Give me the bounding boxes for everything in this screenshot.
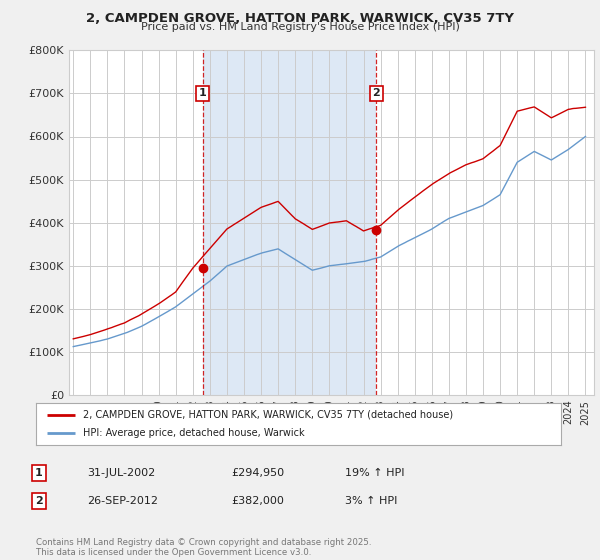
Text: 2, CAMPDEN GROVE, HATTON PARK, WARWICK, CV35 7TY: 2, CAMPDEN GROVE, HATTON PARK, WARWICK, … bbox=[86, 12, 514, 25]
Text: HPI: Average price, detached house, Warwick: HPI: Average price, detached house, Warw… bbox=[83, 428, 305, 438]
Text: 31-JUL-2002: 31-JUL-2002 bbox=[87, 468, 155, 478]
Text: 1: 1 bbox=[199, 88, 206, 99]
Text: 2: 2 bbox=[373, 88, 380, 99]
Text: Price paid vs. HM Land Registry's House Price Index (HPI): Price paid vs. HM Land Registry's House … bbox=[140, 22, 460, 32]
Text: 2, CAMPDEN GROVE, HATTON PARK, WARWICK, CV35 7TY (detached house): 2, CAMPDEN GROVE, HATTON PARK, WARWICK, … bbox=[83, 410, 454, 420]
Text: £382,000: £382,000 bbox=[231, 496, 284, 506]
Text: 3% ↑ HPI: 3% ↑ HPI bbox=[345, 496, 397, 506]
Text: 19% ↑ HPI: 19% ↑ HPI bbox=[345, 468, 404, 478]
Text: £294,950: £294,950 bbox=[231, 468, 284, 478]
Text: 1: 1 bbox=[35, 468, 43, 478]
Text: 2: 2 bbox=[35, 496, 43, 506]
Text: Contains HM Land Registry data © Crown copyright and database right 2025.
This d: Contains HM Land Registry data © Crown c… bbox=[36, 538, 371, 557]
Bar bbox=[203, 50, 376, 395]
Text: 26-SEP-2012: 26-SEP-2012 bbox=[87, 496, 158, 506]
